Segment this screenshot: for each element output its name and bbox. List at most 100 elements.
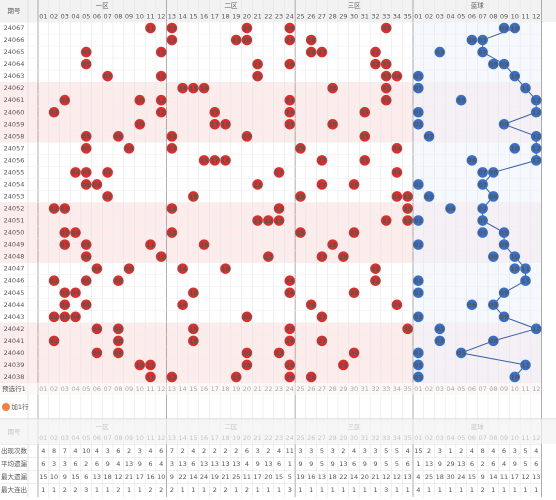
blue-ball [509,22,521,34]
blue-ball-number: 06 [467,36,477,44]
stat-value: 5 [320,447,324,455]
red-ball [263,215,274,226]
row-bg [0,106,541,119]
red-ball [327,82,338,94]
red-ball [370,263,381,274]
red-ball [134,359,146,371]
row-bg [0,226,541,239]
red-ball [102,70,113,82]
issue-number: 24051 [4,217,25,225]
blue-number-header: 02 [425,13,433,21]
stat-value: 4 [159,460,163,468]
red-ball [166,371,178,383]
stat-value: 1 [266,486,270,494]
blue-ball [413,82,424,94]
red-ball [80,239,92,250]
red-number-header: 02 [50,13,58,21]
add-row-label[interactable]: 加1行 [11,402,29,411]
blue-ball-number: 09 [500,313,510,321]
stat-value: 1 [523,486,527,494]
stat-value: 2 [170,486,174,494]
red-ball-number: 16 [200,241,210,249]
red-ball [284,323,296,335]
stat-value: 6 [534,460,538,468]
red-ball [102,167,113,178]
stat-label: 最大连出 [1,485,27,494]
stat-value: 1 [309,486,313,494]
header-bg [0,0,556,22]
blue-ball [509,143,521,154]
stat-value: 22 [339,473,347,481]
red-ball-number: 07 [103,193,112,201]
red-ball-number: 02 [50,277,59,285]
blue-number-header: 10 [511,13,519,21]
stat-value: 2 [266,447,270,455]
red-ball [209,118,221,130]
red-ball [370,46,381,58]
issue-number: 24047 [4,265,25,273]
stat-value: 3 [363,447,367,455]
blue-ball [509,70,521,82]
red-number-header: 34 [393,13,401,21]
row-bg [0,346,541,359]
red-ball [113,131,124,142]
red-number-header: 12 [157,13,165,21]
issue-number: 24067 [4,24,25,32]
red-ball [241,34,253,46]
red-ball-number: 33 [382,72,391,80]
stat-value: 5 [288,473,292,481]
red-ball-number: 12 [157,72,166,80]
red-ball-number: 29 [339,253,349,261]
red-ball-number: 35 [403,205,413,213]
red-ball [241,131,253,142]
red-ball [59,239,71,250]
red-ball [273,203,285,214]
red-ball-number: 12 [157,109,166,117]
stat-value: 20 [264,473,272,481]
stat-value: 19 [211,473,219,481]
red-ball [91,263,103,274]
blue-ball-number: 07 [478,229,487,237]
red-ball-number: 24 [285,36,295,44]
stat-value: 30 [446,473,454,481]
red-number-header: 25 [296,13,304,21]
red-ball-number: 24 [285,97,295,105]
stat-value: 7 [170,447,174,455]
issue-number: 24045 [4,289,25,297]
red-ball-number: 09 [125,145,135,153]
blue-ball [498,58,510,70]
stat-value: 10 [82,447,90,455]
stat-value: 4 [277,447,281,455]
red-ball [177,82,188,94]
blue-ball-number: 01 [414,181,424,189]
blue-ball [488,191,499,202]
stat-value: 2 [427,447,431,455]
red-ball [155,46,167,58]
stat-value: 14 [489,473,497,481]
stat-value: 3 [170,460,174,468]
stat-value: 13 [339,460,347,468]
red-number-header: 03 [61,13,69,21]
stat-value: 1 [427,486,431,494]
blue-ball-number: 12 [532,97,541,105]
red-ball [252,58,263,70]
stat-value: 4 [116,460,120,468]
blue-ball [477,46,488,58]
red-ball-number: 13 [167,133,176,141]
stat-value: 14 [189,473,197,481]
stat-value: 17 [254,473,262,481]
stat-value: 1 [513,486,517,494]
stat-value: 4 [416,486,420,494]
red-ball [380,215,392,226]
stat-value: 10 [50,473,58,481]
red-ball [284,359,296,371]
issue-number: 24050 [4,229,25,237]
blue-ball [488,299,499,311]
red-ball [391,299,403,311]
issue-number: 24062 [4,84,25,92]
red-ball [113,347,124,359]
stat-value: 2 [223,486,227,494]
stat-value: 1 [202,486,206,494]
row-bg [0,166,541,179]
red-ball-number: 15 [189,84,199,92]
